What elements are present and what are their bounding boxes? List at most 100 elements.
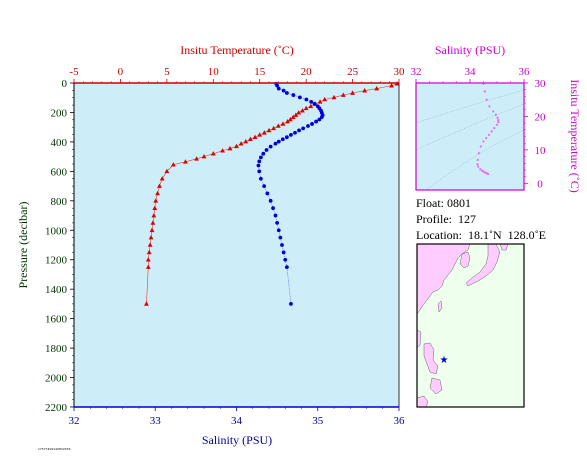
salinity-point xyxy=(265,191,270,196)
temperature-point xyxy=(317,99,323,104)
temperature-point xyxy=(296,110,302,115)
salinity-point xyxy=(257,159,262,164)
ts-point xyxy=(479,168,482,171)
temperature-tick-label: 30 xyxy=(394,66,406,78)
salinity-point xyxy=(262,184,267,188)
float-info: Float: 0801 Profile: 127 Location: 18.1˚… xyxy=(416,196,546,243)
ts-salinity-tick-label: 32 xyxy=(411,66,422,78)
temperature-point xyxy=(303,105,309,111)
salinity-point xyxy=(258,176,263,181)
salinity-axis-title: Salinity (PSU) xyxy=(202,433,272,447)
salinity-point xyxy=(281,250,286,255)
temperature-point xyxy=(145,257,151,262)
salinity-ticks: 32 33 34 35 36 xyxy=(69,407,406,427)
pressure-tick-label: 1200 xyxy=(45,255,68,267)
ts-point xyxy=(495,123,499,126)
salinity-point xyxy=(284,135,289,140)
profile-value: 127 xyxy=(458,212,476,226)
ts-point xyxy=(485,98,488,101)
land-philippines-south xyxy=(429,377,443,395)
salinity-point xyxy=(306,124,310,128)
pressure-tick-label: 1600 xyxy=(45,314,68,326)
salinity-point xyxy=(284,91,289,95)
temperature-point xyxy=(170,162,176,167)
ts-temperature-tick-label: 20 xyxy=(535,111,547,123)
temperature-point xyxy=(194,156,199,161)
location-latitude: 18.1˚N xyxy=(467,228,502,242)
temperature-point xyxy=(201,154,207,159)
ts-point xyxy=(493,127,496,130)
ts-temperature-tick-label: 10 xyxy=(535,145,547,157)
location-row: Location: 18.1˚N 128.0˚E xyxy=(416,228,546,243)
temperature-point xyxy=(389,83,394,88)
temperature-point xyxy=(220,148,225,153)
footer-code: 17577409140832076 xyxy=(38,447,71,451)
ts-temperature-title: Insitu Temperature (˚C) xyxy=(568,79,582,193)
pressure-ticks: 0 200 400 600 800 1000 1200 1400 1600 1800 2000 220… xyxy=(45,78,74,414)
salinity-point xyxy=(293,130,297,135)
temperature-point xyxy=(159,176,165,181)
temperature-point xyxy=(144,301,149,306)
salinity-point xyxy=(268,144,273,149)
salinity-points xyxy=(256,81,325,306)
salinity-point xyxy=(314,119,319,124)
temperature-tick-label: 25 xyxy=(347,66,359,78)
ts-temperature-ticks: 0 10 20 30 xyxy=(524,78,546,190)
temperature-point xyxy=(152,205,158,210)
ts-temperature-tick-label: 0 xyxy=(537,178,543,190)
temperature-tick-label: 20 xyxy=(301,66,313,78)
temperature-tick-label: 0 xyxy=(118,66,124,78)
temperature-point xyxy=(308,103,314,109)
profile-row: Profile: 127 xyxy=(416,212,546,227)
salinity-point xyxy=(275,221,280,225)
pressure-tick-label: 600 xyxy=(51,166,68,178)
ts-point xyxy=(485,137,488,140)
ts-point xyxy=(483,90,486,93)
pressure-tick-label: 1000 xyxy=(45,225,68,237)
salinity-point xyxy=(281,88,286,93)
temperature-point xyxy=(350,90,355,95)
temperature-point xyxy=(293,112,299,117)
temperature-point xyxy=(145,264,151,269)
map-land xyxy=(416,243,509,408)
temperature-point xyxy=(149,227,155,233)
salinity-point xyxy=(275,83,280,88)
salinity-point xyxy=(257,169,262,174)
ts-point xyxy=(476,163,479,166)
temperature-point xyxy=(271,125,277,131)
profile-label: Profile: xyxy=(416,212,452,226)
temperature-point xyxy=(280,121,286,126)
temperature-point xyxy=(210,151,216,156)
temperature-point xyxy=(164,168,170,174)
pressure-tick-label: 2000 xyxy=(45,373,68,385)
location-map: ★ xyxy=(416,243,525,408)
float-id-row: Float: 0801 xyxy=(416,196,546,211)
salinity-point xyxy=(304,97,309,102)
temperature-point xyxy=(340,92,346,97)
temperature-point xyxy=(155,190,160,196)
ts-point xyxy=(494,113,498,116)
ts-points xyxy=(476,82,500,176)
ts-point xyxy=(476,158,479,162)
land-taiwan xyxy=(437,300,443,313)
temperature-tick-label: 10 xyxy=(208,66,220,78)
salinity-point xyxy=(264,148,269,152)
temperature-point xyxy=(238,141,244,146)
float-location-marker: ★ xyxy=(440,355,449,366)
temperature-tick-label: 5 xyxy=(164,66,170,78)
salinity-tick-label: 36 xyxy=(394,415,406,427)
temperature-point xyxy=(257,132,263,137)
salinity-point xyxy=(256,163,261,168)
ts-salinity-tick-label: 36 xyxy=(519,66,531,78)
temperature-point xyxy=(322,96,328,102)
ts-point xyxy=(490,130,493,133)
temperature-point xyxy=(150,220,156,225)
temperature-point xyxy=(362,88,368,93)
pressure-axis-title: Pressure (decibar) xyxy=(16,202,30,289)
salinity-point xyxy=(312,102,317,106)
ts-point xyxy=(486,172,490,176)
salinity-point xyxy=(276,86,281,91)
ts-salinity-tick-label: 34 xyxy=(465,66,477,78)
ts-point xyxy=(497,121,500,124)
